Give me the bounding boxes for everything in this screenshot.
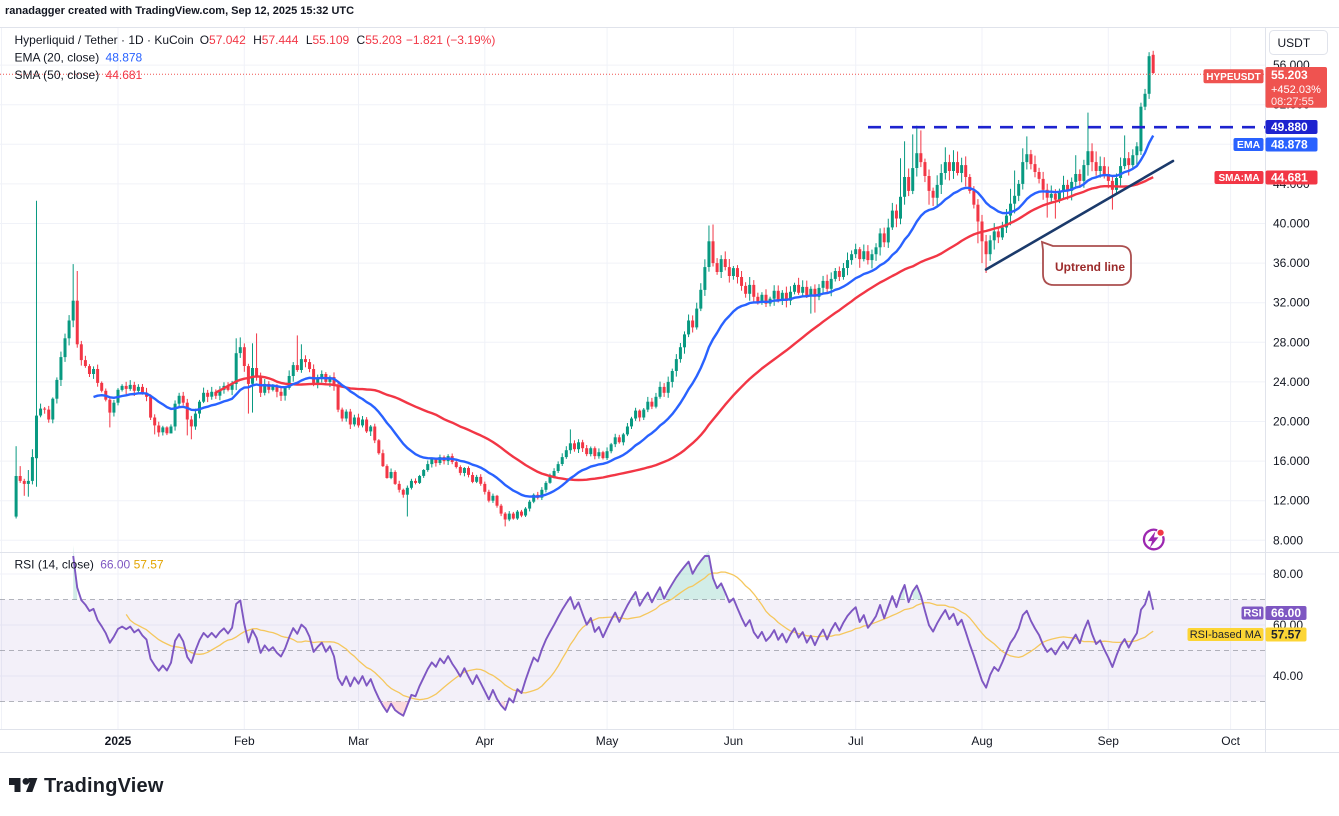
svg-text:36.000: 36.000	[1273, 256, 1310, 270]
svg-text:20.000: 20.000	[1273, 415, 1310, 429]
svg-text:40.00: 40.00	[1273, 669, 1303, 683]
svg-text:Uptrend line: Uptrend line	[1055, 260, 1125, 274]
svg-text:May: May	[596, 734, 619, 748]
svg-text:24.000: 24.000	[1273, 375, 1310, 389]
svg-text:ranadagger created with Tradin: ranadagger created with TradingView.com,…	[5, 5, 354, 17]
svg-text:+452.03%: +452.03%	[1271, 84, 1321, 96]
svg-text:EMA (20, close) 48.878: EMA (20, close) 48.878	[15, 51, 143, 65]
svg-text:Jul: Jul	[848, 734, 863, 748]
svg-text:Feb: Feb	[234, 734, 255, 748]
svg-text:USDT: USDT	[1278, 36, 1311, 50]
svg-text:SMA:MA: SMA:MA	[1218, 173, 1259, 184]
svg-text:12.000: 12.000	[1273, 494, 1310, 508]
svg-text:40.000: 40.000	[1273, 217, 1310, 231]
svg-text:RSI (14, close) 66.00 57.57: RSI (14, close) 66.00 57.57	[15, 558, 164, 572]
svg-text:Sep: Sep	[1098, 734, 1120, 748]
svg-text:16.000: 16.000	[1273, 454, 1310, 468]
svg-text:Apr: Apr	[475, 734, 494, 748]
svg-text:55.203: 55.203	[1271, 68, 1308, 82]
svg-text:Oct: Oct	[1221, 734, 1240, 748]
svg-text:Jun: Jun	[724, 734, 743, 748]
svg-text:28.000: 28.000	[1273, 335, 1310, 349]
svg-text:Mar: Mar	[348, 734, 369, 748]
svg-text:32.000: 32.000	[1273, 296, 1310, 310]
svg-text:SMA (50, close) 44.681: SMA (50, close) 44.681	[15, 68, 143, 82]
svg-text:Aug: Aug	[971, 734, 992, 748]
svg-text:8.000: 8.000	[1273, 533, 1303, 547]
svg-text:RSI: RSI	[1243, 608, 1261, 620]
svg-text:Hyperliquid / Tether · 1D · Ku: Hyperliquid / Tether · 1D · KuCoin O57.04…	[15, 33, 496, 47]
svg-text:57.57: 57.57	[1271, 628, 1301, 642]
svg-text:08:27:55: 08:27:55	[1271, 96, 1314, 108]
svg-text:RSI-based MA: RSI-based MA	[1190, 629, 1262, 641]
svg-text:49.880: 49.880	[1271, 120, 1308, 134]
svg-text:44.681: 44.681	[1271, 171, 1308, 185]
svg-text:80.00: 80.00	[1273, 567, 1303, 581]
svg-text:66.00: 66.00	[1271, 606, 1301, 620]
svg-text:TradingView: TradingView	[44, 775, 164, 797]
svg-text:EMA: EMA	[1237, 139, 1261, 151]
svg-text:HYPEUSDT: HYPEUSDT	[1206, 72, 1260, 83]
svg-text:2025: 2025	[105, 734, 132, 748]
svg-text:48.878: 48.878	[1271, 138, 1308, 152]
